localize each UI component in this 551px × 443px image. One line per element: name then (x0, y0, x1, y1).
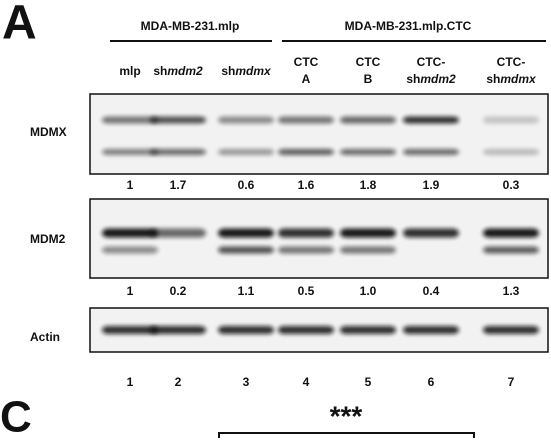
lane-label-part: CTC- (417, 55, 446, 69)
band (278, 326, 334, 334)
quantification: 2 (175, 375, 182, 389)
band (278, 149, 334, 155)
band (278, 228, 334, 238)
lane-label-part: mdm2 (167, 64, 203, 78)
band (102, 116, 158, 124)
band (340, 116, 396, 124)
lane-label: CTC (356, 55, 381, 69)
quantification: 6 (428, 375, 435, 389)
band (218, 228, 274, 238)
lane-label: shmdm2 (153, 64, 203, 78)
band (340, 326, 396, 334)
quantification: 1 (127, 284, 134, 298)
blot-frame (89, 93, 549, 175)
quantification: 1.0 (360, 284, 377, 298)
band (102, 149, 158, 155)
quantification: 0.2 (170, 284, 187, 298)
group-label: MDA-MB-231.mlp (141, 19, 240, 33)
lane-label: mlp (119, 64, 140, 78)
band (340, 228, 396, 238)
bracket (218, 432, 475, 438)
band (403, 326, 459, 334)
band (403, 228, 459, 238)
quantification: 0.6 (238, 178, 255, 192)
band (150, 149, 206, 155)
band (102, 228, 158, 238)
band (403, 149, 459, 155)
band (150, 326, 206, 334)
band (340, 149, 396, 155)
band (102, 326, 158, 334)
band (483, 149, 539, 155)
quantification: 4 (303, 375, 310, 389)
band (483, 326, 539, 334)
quantification: 1 (127, 178, 134, 192)
lane-label: shmdmx (486, 72, 537, 86)
blot-label: MDMX (30, 125, 67, 139)
blot-label: MDM2 (30, 232, 66, 246)
blot-label: Actin (30, 330, 60, 344)
lane-label-part: B (364, 72, 373, 86)
panel-label: C (0, 393, 32, 438)
quantification: 3 (243, 375, 250, 389)
quantification: 0.5 (298, 284, 315, 298)
band (483, 116, 539, 124)
band (483, 246, 539, 254)
quantification: 1.9 (423, 178, 440, 192)
lane-label: shmdmx (221, 64, 272, 78)
quantification: 1 (127, 375, 134, 389)
lane-label-part: sh (406, 72, 420, 86)
quantification: 1.3 (503, 284, 520, 298)
group-label: MDA-MB-231.mlp.CTC (345, 19, 472, 33)
significance: *** (330, 400, 363, 431)
lane-label-part: CTC (294, 55, 319, 69)
lane-label-part: mdmx (500, 72, 537, 86)
band (102, 246, 158, 254)
quantification: 1.7 (170, 178, 187, 192)
band (218, 149, 274, 155)
band (218, 326, 274, 334)
quantification: 1.6 (298, 178, 315, 192)
panel-label: A (2, 0, 37, 50)
band (483, 228, 539, 238)
quantification: 0.4 (423, 284, 440, 298)
lane-label-part: mlp (119, 64, 140, 78)
band (218, 246, 274, 254)
band (150, 228, 206, 238)
band (278, 246, 334, 254)
band (403, 116, 459, 124)
lane-label: CTC- (417, 55, 446, 69)
lane-label: CTC (294, 55, 319, 69)
quantification: 1.8 (360, 178, 377, 192)
lane-label-part: mdm2 (420, 72, 456, 86)
blot-frame (89, 198, 549, 279)
lane-label: CTC- (497, 55, 526, 69)
lane-label: A (302, 72, 311, 86)
lane-label: B (364, 72, 373, 86)
quantification: 5 (365, 375, 372, 389)
lane-label: shmdm2 (406, 72, 456, 86)
quantification: 7 (508, 375, 515, 389)
band (340, 246, 396, 254)
lane-label-part: mdmx (235, 64, 272, 78)
lane-label-part: CTC (356, 55, 381, 69)
band (150, 116, 206, 124)
band (278, 116, 334, 124)
lane-label-part: sh (221, 64, 235, 78)
lane-label-part: sh (153, 64, 167, 78)
lane-label-part: CTC- (497, 55, 526, 69)
band (218, 116, 274, 124)
lane-label-part: sh (486, 72, 500, 86)
quantification: 1.1 (238, 284, 255, 298)
quantification: 0.3 (503, 178, 520, 192)
lane-label-part: A (302, 72, 311, 86)
